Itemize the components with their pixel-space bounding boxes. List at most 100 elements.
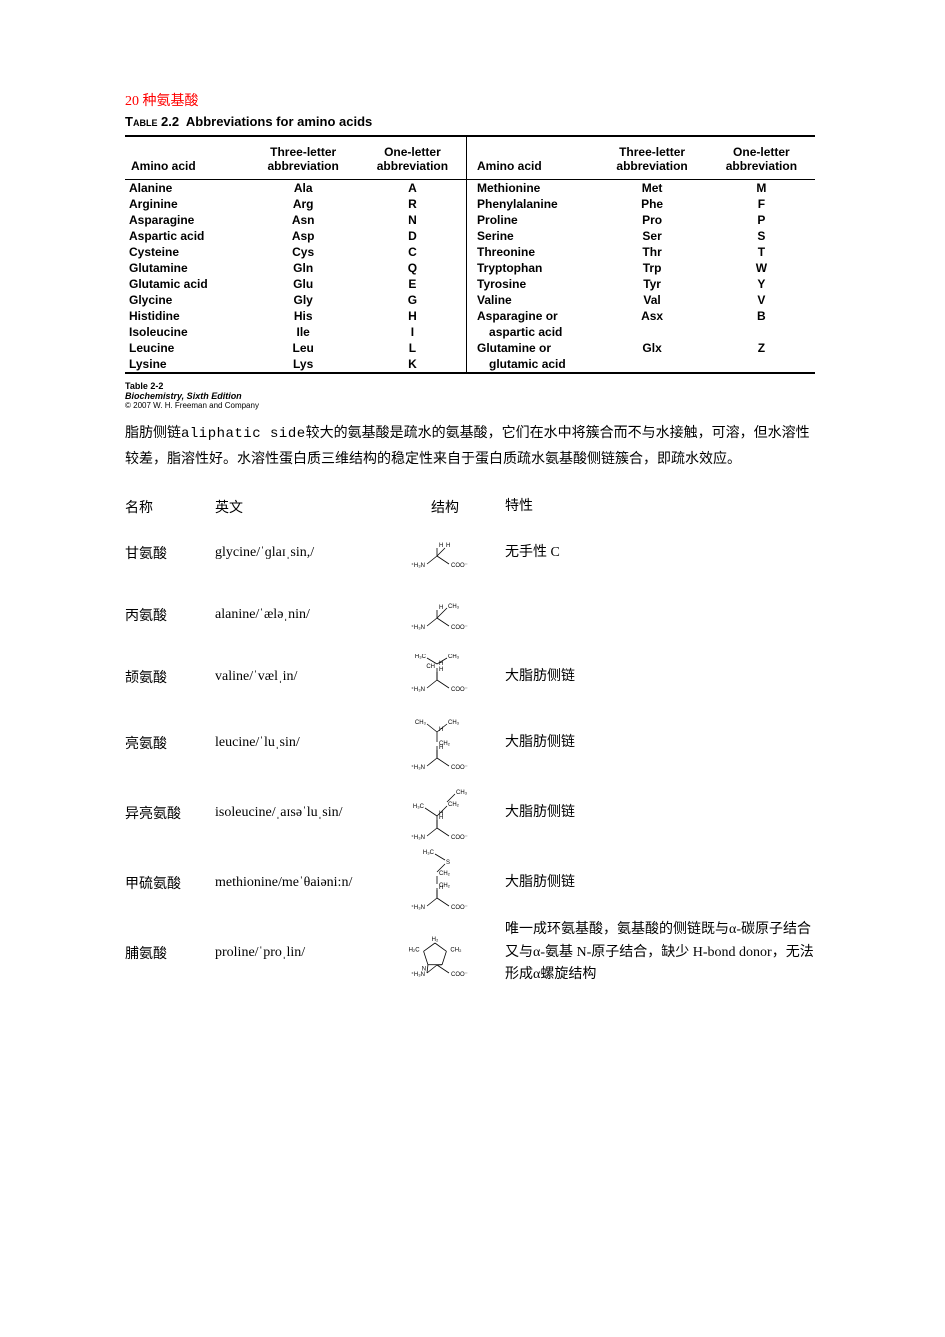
aa-cell-struct: ⁺H₃NCOO⁻HHH₃CCH₂CH₃ xyxy=(385,778,505,848)
cell-name: Histidine xyxy=(125,308,247,324)
cell-three: Ile xyxy=(247,324,358,340)
aa-list-body: 甘氨酸glycine/ˈɡlaɪˌsin,/⁺H₃NCOO⁻HH无手性 C丙氨酸… xyxy=(125,522,820,988)
cell-name: Isoleucine xyxy=(125,324,247,340)
cell-one: M xyxy=(708,180,815,197)
structure-ile: ⁺H₃NCOO⁻HHH₃CCH₂CH₃ xyxy=(395,778,495,848)
svg-text:CH₂: CH₂ xyxy=(439,883,451,889)
svg-text:CH₃: CH₃ xyxy=(415,720,427,726)
aa-cell-en: proline/ˈproˌlin/ xyxy=(215,945,385,961)
page-title: 20 种氨基酸 xyxy=(125,90,820,110)
svg-text:CH₃: CH₃ xyxy=(456,790,468,796)
caption-text: Abbreviations for amino acids xyxy=(186,114,372,129)
abbr-row: IsoleucineIleIaspartic acid xyxy=(125,324,815,340)
hdr-name-l: Amino acid xyxy=(125,136,247,180)
abbr-row: LysineLysKglutamic acid xyxy=(125,356,815,373)
cell-one: D xyxy=(359,228,466,244)
hdr-one-l: One-letter abbreviation xyxy=(359,136,466,180)
cell-name: Aspartic acid xyxy=(125,228,247,244)
aa-cell-name: 颉氨酸 xyxy=(125,667,215,687)
aa-row: 脯氨酸proline/ˈproˌlin/⁺H₃NCOO⁻NH₂CH₂H₂C唯一成… xyxy=(125,918,820,988)
cell-three xyxy=(596,356,707,373)
svg-text:⁺H₃N: ⁺H₃N xyxy=(411,624,425,631)
structure-pro: ⁺H₃NCOO⁻NH₂CH₂H₂C xyxy=(395,918,495,988)
svg-text:H₂C: H₂C xyxy=(409,947,421,953)
abbr-row: CysteineCysCThreonineThrT xyxy=(125,244,815,260)
aa-cell-prop: 大脂肪侧链 xyxy=(505,802,820,824)
abbr-row: Aspartic acidAspDSerineSerS xyxy=(125,228,815,244)
aa-cell-prop: 无手性 C xyxy=(505,542,820,564)
cell-three: Trp xyxy=(596,260,707,276)
cell-name: Asparagine xyxy=(125,212,247,228)
cell-three: Val xyxy=(596,292,707,308)
cell-one: W xyxy=(708,260,815,276)
cell-name: Asparagine or xyxy=(467,308,597,324)
svg-text:⁺H₃N: ⁺H₃N xyxy=(411,686,425,693)
aa-cell-prop: 唯一成环氨基酸，氨基酸的侧链既与α-碳原子结合又与α-氨基 N-原子结合，缺少 … xyxy=(505,919,820,986)
abbr-row: AsparagineAsnNProlineProP xyxy=(125,212,815,228)
structure-ala: ⁺H₃NCOO⁻HCH₃ xyxy=(395,592,495,638)
svg-text:CH₂: CH₂ xyxy=(439,871,451,877)
cell-one: G xyxy=(359,292,466,308)
abbr-row: ArginineArgRPhenylalaninePheF xyxy=(125,196,815,212)
svg-text:H₂: H₂ xyxy=(432,937,439,943)
svg-text:COO⁻: COO⁻ xyxy=(451,835,468,841)
cell-one: T xyxy=(708,244,815,260)
structure-gly: ⁺H₃NCOO⁻HH xyxy=(395,530,495,576)
cell-three: His xyxy=(247,308,358,324)
cell-one xyxy=(708,324,815,340)
cell-name: Lysine xyxy=(125,356,247,373)
svg-text:H: H xyxy=(439,543,443,549)
cell-name: Glycine xyxy=(125,292,247,308)
aa-row: 亮氨酸leucine/ˈluˌsin/⁺H₃NCOO⁻HCH₂HCH₃CH₃大脂… xyxy=(125,708,820,778)
svg-text:COO⁻: COO⁻ xyxy=(451,687,468,693)
cell-one: H xyxy=(359,308,466,324)
abbr-row: LeucineLeuLGlutamine orGlxZ xyxy=(125,340,815,356)
aa-cell-name: 甘氨酸 xyxy=(125,543,215,563)
hdr-name-r: Amino acid xyxy=(467,136,597,180)
aa-cell-name: 脯氨酸 xyxy=(125,943,215,963)
svg-text:CH₃: CH₃ xyxy=(448,720,460,726)
cell-name: Tyrosine xyxy=(467,276,597,292)
aa-cell-name: 甲硫氨酸 xyxy=(125,873,215,893)
abbr-table-wrap: Table 2.2 Abbreviations for amino acids … xyxy=(125,114,815,411)
cell-name: Methionine xyxy=(467,180,597,197)
aa-row: 丙氨酸alanine/ˈæləˌnin/⁺H₃NCOO⁻HCH₃ xyxy=(125,584,820,646)
abbr-table-body: AlanineAlaAMethionineMetMArginineArgRPhe… xyxy=(125,180,815,374)
svg-text:H: H xyxy=(439,667,443,673)
cell-name: Arginine xyxy=(125,196,247,212)
cell-name: Glutamic acid xyxy=(125,276,247,292)
cell-three: Asp xyxy=(247,228,358,244)
cell-name: Leucine xyxy=(125,340,247,356)
cell-three: Ser xyxy=(596,228,707,244)
aa-list: 名称 英文 结构 特性 甘氨酸glycine/ˈɡlaɪˌsin,/⁺H₃NCO… xyxy=(125,492,820,988)
svg-text:CH₃: CH₃ xyxy=(448,604,460,610)
abbr-header-row: Amino acid Three-letter abbreviation One… xyxy=(125,136,815,180)
structure-leu: ⁺H₃NCOO⁻HCH₂HCH₃CH₃ xyxy=(395,708,495,778)
cell-one: Y xyxy=(708,276,815,292)
cell-one: Z xyxy=(708,340,815,356)
svg-text:CH₂: CH₂ xyxy=(450,947,462,953)
svg-text:H₃C: H₃C xyxy=(413,804,425,810)
cell-name: Valine xyxy=(467,292,597,308)
cell-three: Arg xyxy=(247,196,358,212)
structure-val: ⁺H₃NCOO⁻HCHH₃CCH₃H xyxy=(395,654,495,700)
aa-cell-struct: ⁺H₃NCOO⁻HCHH₃CCH₃H xyxy=(385,654,505,700)
cell-name: Cysteine xyxy=(125,244,247,260)
svg-text:CH: CH xyxy=(426,664,435,670)
svg-text:CH₃: CH₃ xyxy=(448,654,460,660)
svg-text:⁺H₃N: ⁺H₃N xyxy=(411,562,425,569)
cell-one: K xyxy=(359,356,466,373)
aa-hdr-prop: 特性 xyxy=(505,496,820,518)
abbr-table: Amino acid Three-letter abbreviation One… xyxy=(125,135,815,374)
cell-one: E xyxy=(359,276,466,292)
abbr-row: GlycineGlyGValineValV xyxy=(125,292,815,308)
foot-l3: © 2007 W. H. Freeman and Company xyxy=(125,402,815,411)
para-pre: 脂肪侧链 xyxy=(125,426,181,441)
svg-text:⁺H₃N: ⁺H₃N xyxy=(411,764,425,771)
svg-text:CH₂: CH₂ xyxy=(439,741,451,747)
cell-name: Phenylalanine xyxy=(467,196,597,212)
cell-three xyxy=(596,324,707,340)
aa-cell-prop: 大脂肪侧链 xyxy=(505,666,820,688)
aa-cell-en: isoleucine/ˌaɪsəˈluˌsin/ xyxy=(215,805,385,821)
aa-cell-struct: ⁺H₃NCOO⁻HCH₃ xyxy=(385,592,505,638)
